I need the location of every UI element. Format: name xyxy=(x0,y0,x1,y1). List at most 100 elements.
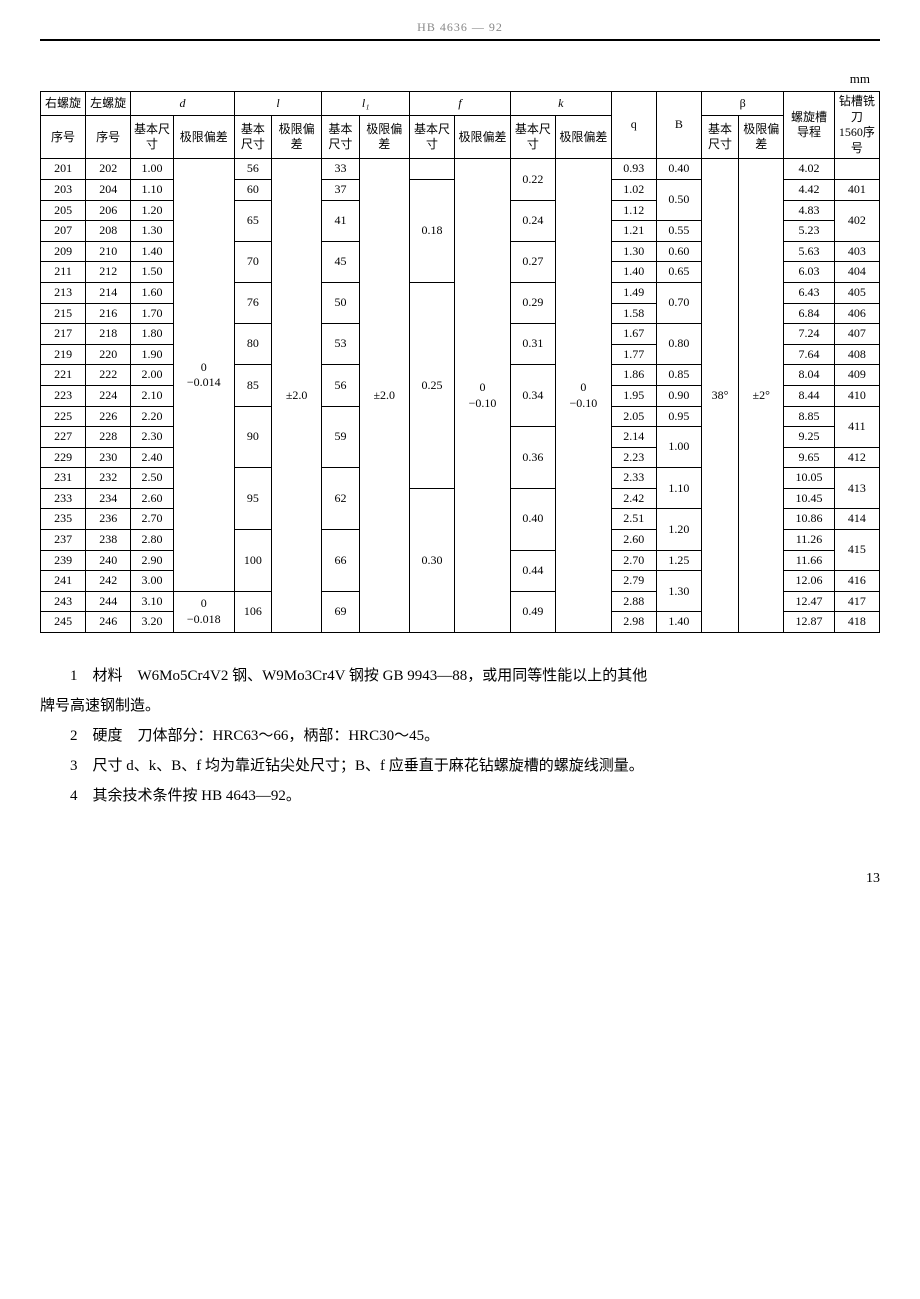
table-cell: 203 xyxy=(41,179,86,200)
table-cell xyxy=(409,159,454,180)
table-cell: 1.00 xyxy=(131,159,173,180)
table-cell: 240 xyxy=(86,550,131,571)
table-cell: 0.90 xyxy=(656,385,701,406)
table-cell: 0.24 xyxy=(510,200,555,241)
table-cell: 2.60 xyxy=(131,488,173,509)
table-cell: 244 xyxy=(86,591,131,612)
table-cell: 65 xyxy=(234,200,271,241)
table-cell: 0−0.018 xyxy=(173,591,234,632)
table-cell: 1.40 xyxy=(656,612,701,633)
table-cell: 1.67 xyxy=(611,324,656,345)
table-cell: 0.30 xyxy=(409,488,454,632)
table-cell: 3.20 xyxy=(131,612,173,633)
table-cell: 2.60 xyxy=(611,530,656,551)
table-cell: 404 xyxy=(834,262,879,283)
table-cell: 2.10 xyxy=(131,385,173,406)
table-cell: 414 xyxy=(834,509,879,530)
table-cell: 227 xyxy=(41,427,86,448)
table-cell: 0.44 xyxy=(510,550,555,591)
table-cell: 210 xyxy=(86,241,131,262)
table-cell: 0.55 xyxy=(656,221,701,242)
table-cell: 6.84 xyxy=(784,303,834,324)
table-cell: 0.22 xyxy=(510,159,555,200)
table-cell: 205 xyxy=(41,200,86,221)
table-cell: 0.40 xyxy=(510,488,555,550)
table-cell: 50 xyxy=(322,282,359,323)
table-cell: 208 xyxy=(86,221,131,242)
table-cell: 62 xyxy=(322,468,359,530)
col-header: d xyxy=(131,92,235,116)
col-header: 极限偏差 xyxy=(739,116,784,159)
table-cell: 2.33 xyxy=(611,468,656,489)
table-cell: 0.27 xyxy=(510,241,555,282)
table-cell: ±2.0 xyxy=(271,159,321,633)
table-cell: 2.23 xyxy=(611,447,656,468)
table-cell: 66 xyxy=(322,530,359,592)
table-cell: 4.42 xyxy=(784,179,834,200)
table-cell: 2.40 xyxy=(131,447,173,468)
table-cell: 1.00 xyxy=(656,427,701,468)
table-cell: 415 xyxy=(834,530,879,571)
table-cell: 241 xyxy=(41,571,86,592)
table-cell: 246 xyxy=(86,612,131,633)
table-cell: 10.86 xyxy=(784,509,834,530)
table-cell: 0.34 xyxy=(510,365,555,427)
col-header: 基本尺寸 xyxy=(234,116,271,159)
unit-label: mm xyxy=(40,71,880,87)
table-cell: 2.20 xyxy=(131,406,173,427)
table-cell: 211 xyxy=(41,262,86,283)
page-number: 13 xyxy=(40,871,880,887)
table-cell: 416 xyxy=(834,571,879,592)
table-cell: 1.02 xyxy=(611,179,656,200)
table-cell: 56 xyxy=(234,159,271,180)
table-cell: 213 xyxy=(41,282,86,303)
table-cell: 106 xyxy=(234,591,271,632)
table-cell: 230 xyxy=(86,447,131,468)
table-cell: 1.49 xyxy=(611,282,656,303)
table-cell: 1.10 xyxy=(131,179,173,200)
table-cell: 0.93 xyxy=(611,159,656,180)
table-cell: 407 xyxy=(834,324,879,345)
col-header: l₁ xyxy=(322,92,410,116)
table-cell: 417 xyxy=(834,591,879,612)
table-cell: 1.70 xyxy=(131,303,173,324)
table-cell: 80 xyxy=(234,324,271,365)
top-rule xyxy=(40,39,880,41)
table-cell: 418 xyxy=(834,612,879,633)
col-header: 序号 xyxy=(86,116,131,159)
table-cell: 204 xyxy=(86,179,131,200)
table-cell: 221 xyxy=(41,365,86,386)
table-cell: 222 xyxy=(86,365,131,386)
col-header: 右螺旋 xyxy=(41,92,86,116)
spec-table: 右螺旋左螺旋dll₁fkqBβ螺旋槽导程钻槽铣刀1560序号序号序号基本尺寸极限… xyxy=(40,91,880,633)
col-header: 极限偏差 xyxy=(455,116,511,159)
table-cell: 7.24 xyxy=(784,324,834,345)
table-cell: 1.30 xyxy=(611,241,656,262)
table-cell: 100 xyxy=(234,530,271,592)
table-cell: 9.25 xyxy=(784,427,834,448)
table-cell: 225 xyxy=(41,406,86,427)
table-cell xyxy=(834,159,879,180)
col-header: 极限偏差 xyxy=(555,116,611,159)
table-cell: 409 xyxy=(834,365,879,386)
notes-block: 1 材料 W6Mo5Cr4V2 钢、W9Mo3Cr4V 钢按 GB 9943—8… xyxy=(40,661,880,811)
table-cell: 228 xyxy=(86,427,131,448)
table-cell: 8.44 xyxy=(784,385,834,406)
table-cell: 2.50 xyxy=(131,468,173,489)
col-header: 基本尺寸 xyxy=(510,116,555,159)
table-cell: 5.23 xyxy=(784,221,834,242)
table-cell: 0.50 xyxy=(656,179,701,220)
table-cell: 9.65 xyxy=(784,447,834,468)
table-cell: 1.40 xyxy=(131,241,173,262)
table-cell: 0.65 xyxy=(656,262,701,283)
table-cell: 0.49 xyxy=(510,591,555,632)
table-cell: 2.98 xyxy=(611,612,656,633)
table-cell: 2.79 xyxy=(611,571,656,592)
table-cell: 38° xyxy=(701,159,738,633)
table-cell: 12.87 xyxy=(784,612,834,633)
table-cell: 2.05 xyxy=(611,406,656,427)
table-cell: 33 xyxy=(322,159,359,180)
table-cell: 413 xyxy=(834,468,879,509)
table-cell: 1.80 xyxy=(131,324,173,345)
table-cell: 1.25 xyxy=(656,550,701,571)
